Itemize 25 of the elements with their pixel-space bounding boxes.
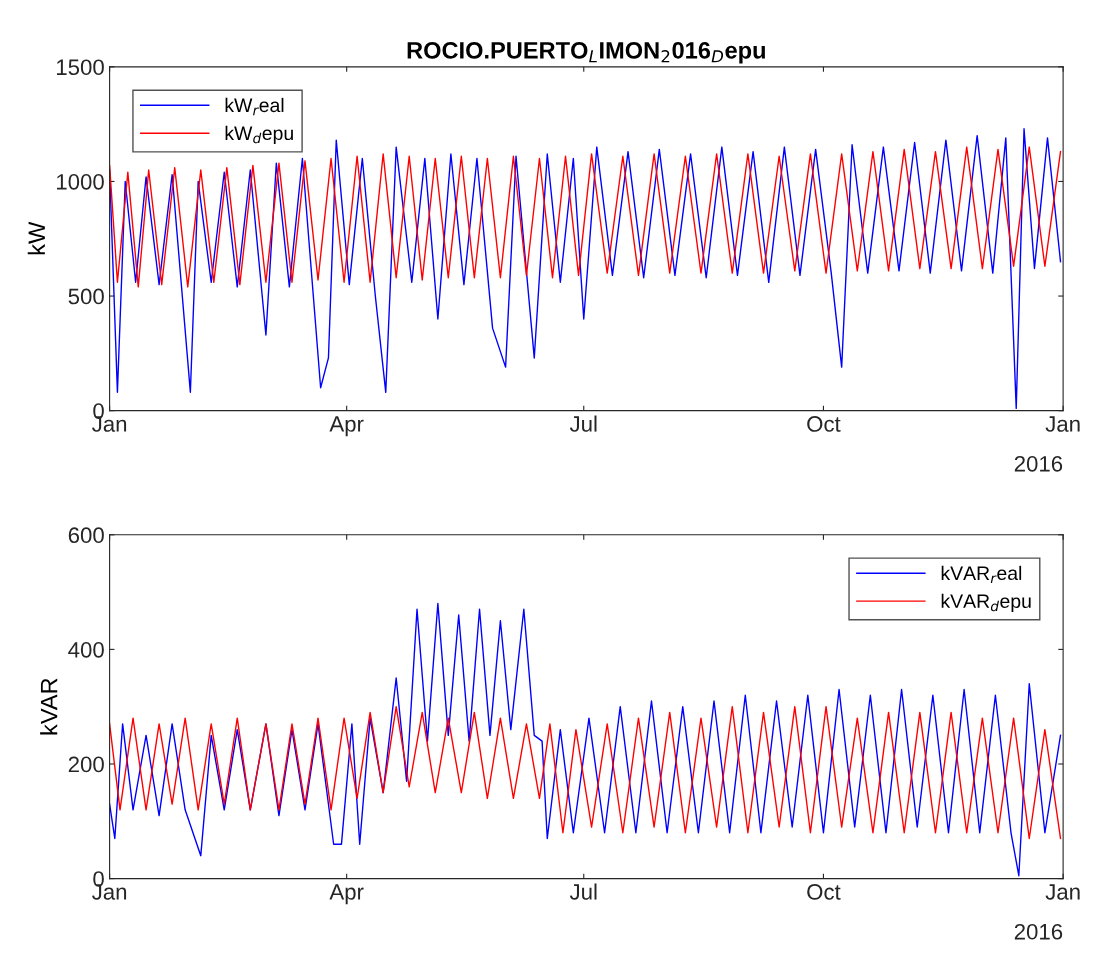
x-tick-label: Jan [1045, 884, 1080, 900]
text: 2016 [1014, 455, 1063, 472]
text: 2016 [1014, 923, 1063, 940]
legend-label: kVAR$_{d}$epu [941, 593, 1031, 612]
y-tick-label: 600 [68, 527, 104, 544]
legend-label: kVAR$_{r}$eal [941, 565, 1022, 584]
x-tick-label: Apr [329, 416, 364, 437]
x-tick-label: Apr [329, 884, 364, 905]
x-tick-label: Oct [807, 416, 841, 432]
y-tick-label: 1500 [57, 59, 104, 76]
y-tick-label: 500 [68, 288, 104, 305]
x-tick-label: Jul [569, 415, 597, 432]
legend-label: kW$_{d}$epu [225, 125, 293, 144]
y-axis-title: kVAR [40, 678, 58, 735]
y-axis-title: kW [27, 221, 45, 255]
y-tick-label: 400 [68, 641, 104, 658]
x-tick-label: Jan [1045, 416, 1080, 432]
y-tick-label: 1000 [57, 173, 104, 190]
line-series [109, 706, 1062, 840]
legend-label: kW$_{r}$eal [225, 97, 284, 116]
x-tick-label: Oct [807, 884, 841, 900]
chart-title: ROCIO.PUERTO$_{L}$IMON$_{2}$016$_{D}$epu [407, 41, 765, 64]
y-tick-label: 200 [68, 756, 104, 773]
x-tick-label: Jul [569, 883, 597, 900]
line-series [109, 146, 1062, 288]
